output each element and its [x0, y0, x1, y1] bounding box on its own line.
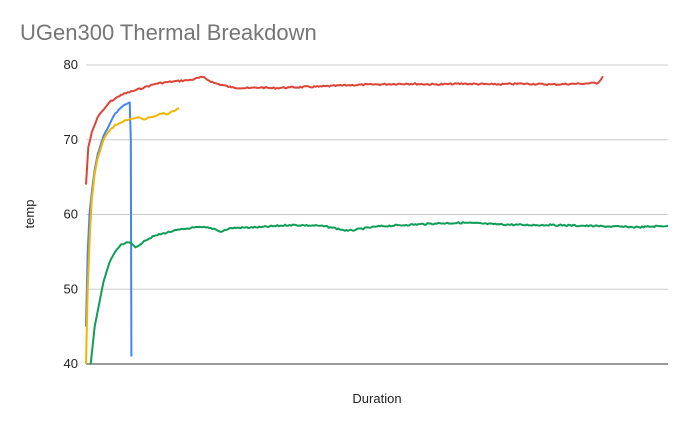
- y-axis-ticks: 40 50 60 70 80: [64, 57, 78, 371]
- series-line-2: [85, 101, 133, 357]
- series-lines: [85, 75, 669, 365]
- y-axis-label: temp: [22, 200, 37, 229]
- y-tick-label: 40: [64, 356, 78, 371]
- x-axis-label: Duration: [352, 391, 401, 406]
- y-tick-label: 60: [64, 207, 78, 222]
- y-tick-label: 70: [64, 132, 78, 147]
- y-tick-label: 80: [64, 57, 78, 72]
- series-line-1: [85, 75, 604, 185]
- y-tick-label: 50: [64, 281, 78, 296]
- series-line-4: [89, 221, 669, 365]
- gridlines: [86, 64, 668, 365]
- series-line-3: [85, 107, 180, 365]
- chart-title: UGen300 Thermal Breakdown: [20, 20, 317, 45]
